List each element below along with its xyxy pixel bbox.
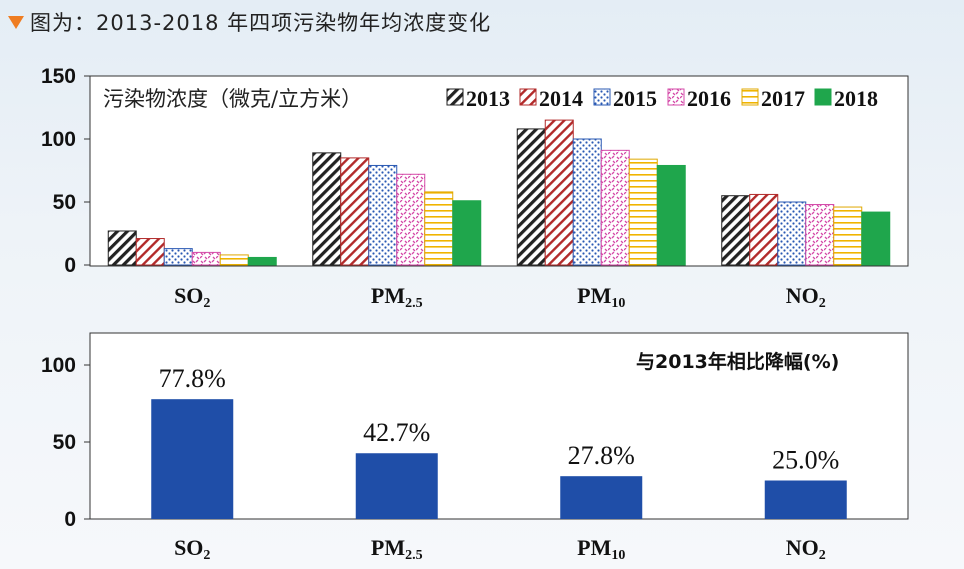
- reduction-bar-PM2.5: [355, 453, 438, 519]
- bar-2018-PM10: [656, 164, 686, 266]
- bar-2013-NO2: [721, 195, 751, 266]
- x-category-label-main: NO: [786, 283, 819, 308]
- y-tick-label: 150: [41, 65, 76, 88]
- concentration-chart-title: 污染物浓度（微克/立方米）: [103, 87, 362, 111]
- legend-swatch-2013: [446, 88, 464, 106]
- x-category-label-sub: 10: [611, 296, 625, 311]
- bar-2013-PM10: [516, 128, 546, 266]
- x-category-label: PM10: [577, 535, 625, 563]
- x-category-label-sub: 2.5: [405, 296, 423, 311]
- bar-2015-SO2: [163, 248, 193, 266]
- triangle-icon: [8, 15, 24, 29]
- bar-2017-PM10: [628, 158, 658, 266]
- x-category-label-sub: 2: [819, 548, 826, 563]
- x-category-label-sub: 2: [203, 296, 210, 311]
- bar-2017-PM2.5: [424, 191, 454, 266]
- bar-2015-NO2: [777, 201, 807, 266]
- bar-2016-SO2: [191, 251, 221, 266]
- reduction-bar-NO2: [764, 480, 847, 519]
- bar-2013-SO2: [107, 230, 137, 266]
- x-category-label-main: SO: [174, 283, 203, 308]
- y-tick-label: 50: [53, 191, 76, 214]
- x-category-label: PM2.5: [371, 535, 423, 563]
- x-category-label-main: SO: [174, 535, 203, 560]
- x-category-label-main: PM: [371, 535, 405, 560]
- bar-2018-NO2: [861, 211, 891, 266]
- data-label: 27.8%: [568, 441, 635, 470]
- header: 图为：2013-2018 年四项污染物年均浓度变化: [0, 0, 964, 44]
- y-tick-label: 50: [53, 431, 76, 454]
- reduction-chart-title: 与2013年相比降幅(%): [636, 350, 839, 373]
- reduction-bar-SO2: [151, 399, 234, 519]
- bar-2018-SO2: [247, 256, 277, 266]
- x-category-label: PM10: [577, 283, 625, 311]
- legend-swatch-2014: [519, 88, 537, 106]
- y-tick-label: 0: [64, 508, 76, 531]
- legend-label-2017: 2017: [761, 86, 805, 111]
- x-category-label: SO2: [174, 535, 210, 563]
- legend-label-2013: 2013: [466, 86, 510, 111]
- x-category-label-main: NO: [786, 535, 819, 560]
- bar-2014-PM10: [544, 119, 574, 266]
- bar-2013-PM2.5: [312, 152, 342, 266]
- bar-2017-SO2: [219, 254, 249, 266]
- y-tick-label: 100: [41, 128, 76, 151]
- legend-swatch-2016: [667, 88, 685, 106]
- legend-label-2015: 2015: [613, 86, 657, 111]
- legend-label-2016: 2016: [687, 86, 731, 111]
- bar-2017-NO2: [833, 206, 863, 266]
- x-category-label-sub: 2: [203, 548, 210, 563]
- data-label: 42.7%: [363, 418, 430, 447]
- header-title: 图为：2013-2018 年四项污染物年均浓度变化: [30, 11, 492, 35]
- x-category-label-sub: 2: [819, 296, 826, 311]
- legend-swatch-2017: [741, 88, 759, 106]
- bar-2014-PM2.5: [340, 157, 370, 266]
- x-category-label: PM2.5: [371, 283, 423, 311]
- bar-2015-PM2.5: [368, 164, 398, 266]
- x-category-label-sub: 2.5: [405, 548, 423, 563]
- data-label: 77.8%: [159, 364, 226, 393]
- data-label: 25.0%: [772, 446, 839, 475]
- y-tick-label: 0: [64, 254, 76, 277]
- bar-2016-NO2: [805, 204, 835, 266]
- legend-label-2018: 2018: [834, 86, 878, 111]
- bar-2014-NO2: [749, 193, 779, 266]
- legend-label-2014: 2014: [539, 86, 583, 111]
- bar-2016-PM2.5: [396, 173, 426, 266]
- x-category-label-main: PM: [371, 283, 405, 308]
- reduction-bar-PM10: [560, 476, 643, 519]
- legend-swatch-2015: [593, 88, 611, 106]
- legend-swatch-2018: [814, 88, 832, 106]
- x-category-label: NO2: [786, 535, 826, 563]
- y-tick-label: 100: [41, 354, 76, 377]
- bar-2018-PM2.5: [452, 200, 482, 266]
- x-category-label-main: PM: [577, 283, 611, 308]
- bar-2016-PM10: [600, 149, 630, 266]
- x-category-label: SO2: [174, 283, 210, 311]
- bar-2014-SO2: [135, 238, 165, 266]
- bar-2015-PM10: [572, 138, 602, 266]
- x-category-label-main: PM: [577, 535, 611, 560]
- legend: 2013 2014 2015 2016 2017 2018: [446, 86, 878, 111]
- x-category-label: NO2: [786, 283, 826, 311]
- x-category-label-sub: 10: [611, 548, 625, 563]
